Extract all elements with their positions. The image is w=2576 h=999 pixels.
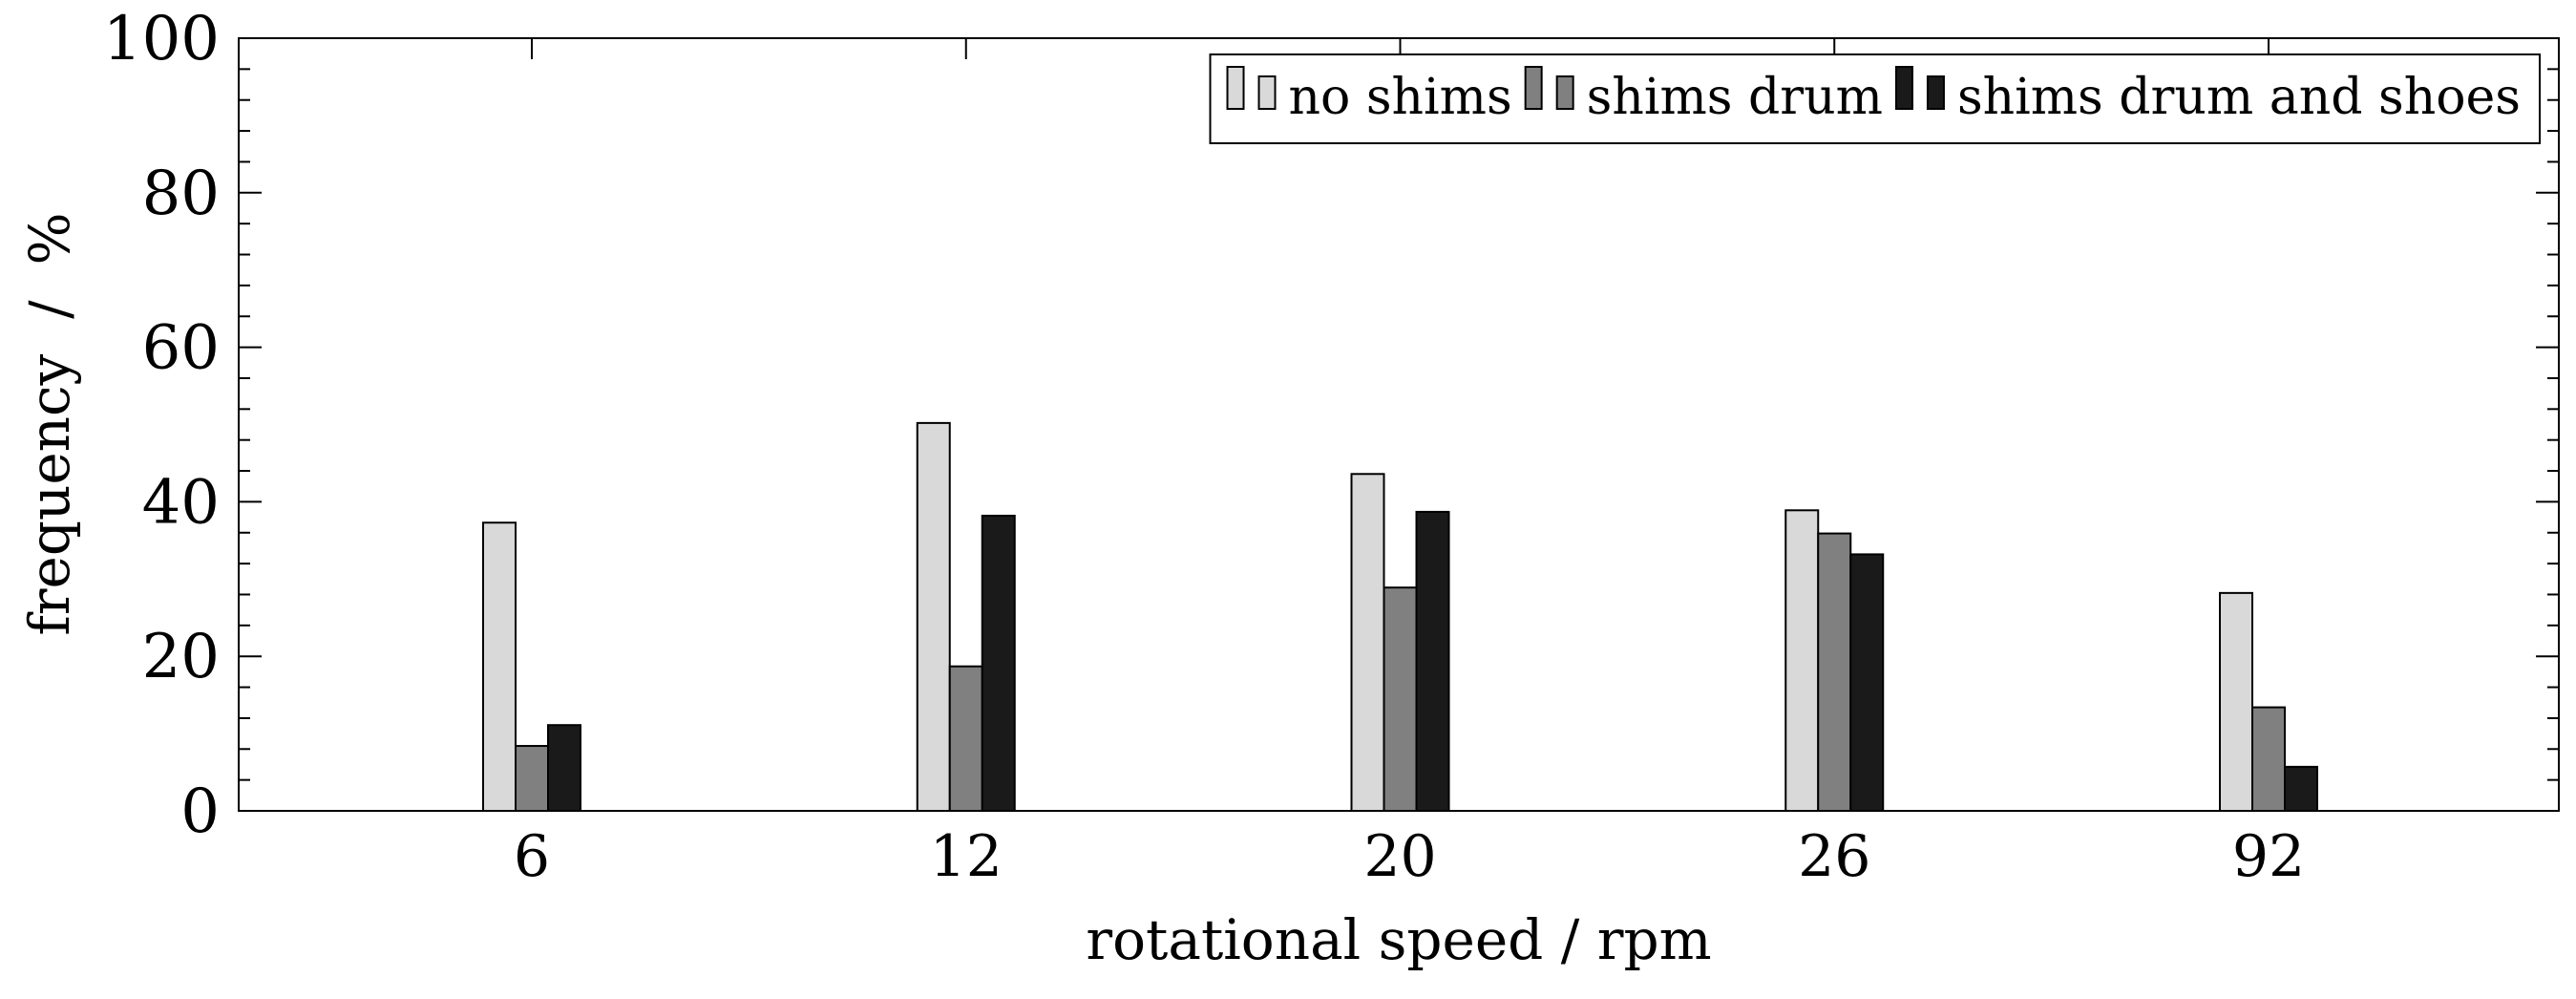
bar — [2251, 706, 2286, 812]
legend-item: shims drum and shoes — [1894, 66, 2521, 126]
y-tick-label: 40 — [142, 467, 220, 538]
bar — [1817, 532, 1852, 812]
legend-swatch — [1257, 75, 1277, 110]
y-tick-label: 0 — [180, 776, 220, 847]
bar — [1849, 553, 1885, 812]
legend: no shims shims drum shims drum and shoes — [1209, 53, 2541, 144]
legend-item: shims drum — [1524, 66, 1883, 126]
bar — [916, 421, 951, 812]
bar — [1350, 473, 1385, 812]
legend-swatch — [1926, 75, 1945, 110]
legend-item: no shims — [1226, 66, 1512, 126]
y-tick-label: 60 — [142, 313, 220, 384]
bars — [482, 421, 2318, 813]
x-tick-label: 20 — [1363, 823, 1436, 890]
x-tick-label: 92 — [2232, 823, 2305, 890]
bar — [515, 745, 549, 813]
legend-swatch — [1226, 66, 1245, 110]
legend-swatch — [1555, 75, 1574, 110]
legend-box — [1209, 53, 2541, 144]
y-tick-labels: 0 20 40 60 80 100 — [103, 4, 220, 847]
bar — [1784, 509, 1820, 812]
y-axis-label: frequency / % — [17, 212, 82, 635]
legend-label: no shims — [1289, 69, 1512, 126]
x-tick-label: 6 — [514, 823, 550, 890]
legend-label: shims drum — [1587, 69, 1883, 126]
bar — [1415, 510, 1450, 812]
legend-swatch — [1524, 66, 1543, 110]
bar — [547, 724, 581, 812]
x-tick-label: 12 — [930, 823, 1003, 890]
plot-frame — [238, 37, 2560, 812]
y-tick-label: 100 — [103, 4, 220, 74]
bar — [1383, 586, 1418, 812]
x-tick-labels: 6 12 20 26 92 — [514, 823, 2305, 890]
bar — [482, 521, 517, 812]
legend-swatch — [1894, 66, 1913, 110]
bar — [2219, 591, 2253, 812]
legend-label: shims drum and shoes — [1957, 69, 2521, 126]
bar — [981, 514, 1016, 812]
legend-items: no shims shims drum shims drum and shoes — [1226, 66, 2521, 126]
bar — [2284, 765, 2318, 813]
bar — [948, 665, 983, 812]
x-axis-label: rotational speed / rpm — [1086, 907, 1711, 972]
x-tick-label: 26 — [1798, 823, 1870, 890]
y-tick-label: 80 — [142, 159, 220, 229]
y-tick-label: 20 — [142, 622, 220, 692]
